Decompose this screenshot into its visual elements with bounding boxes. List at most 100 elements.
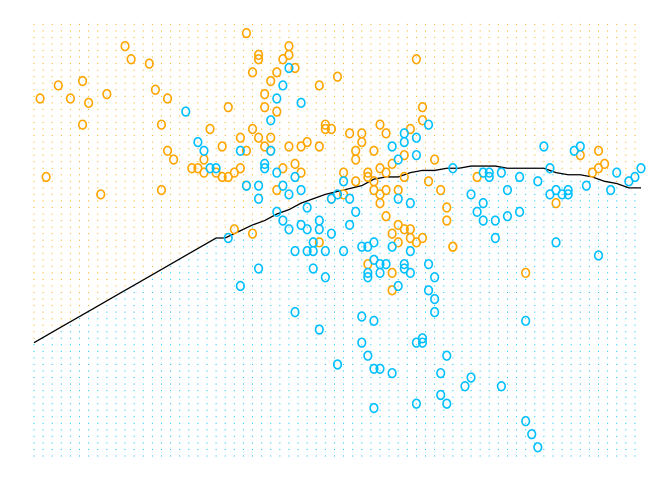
grid-dot (142, 128, 144, 130)
grid-dot (425, 363, 427, 365)
grid-dot (406, 435, 408, 437)
grid-dot (516, 226, 518, 228)
grid-dot (33, 56, 35, 58)
grid-dot (607, 337, 609, 339)
grid-dot (561, 213, 563, 215)
grid-dot (97, 30, 99, 32)
grid-dot (133, 128, 135, 130)
grid-dot (315, 337, 317, 339)
grid-dot (543, 337, 545, 339)
data-point-class-0 (326, 123, 337, 135)
grid-dot (588, 429, 590, 431)
grid-dot (534, 409, 536, 411)
grid-dot (33, 298, 35, 300)
data-point-class-0 (150, 84, 160, 95)
grid-dot (598, 167, 600, 169)
grid-dot (133, 161, 135, 163)
grid-dot (242, 298, 244, 300)
grid-dot (452, 187, 454, 189)
grid-dot (288, 23, 290, 25)
grid-dot (188, 187, 190, 189)
grid-dot (197, 390, 199, 392)
grid-dot (470, 95, 472, 97)
grid-dot (397, 95, 399, 97)
grid-dot (579, 252, 581, 254)
grid-dot (288, 370, 290, 372)
grid-dot (506, 239, 508, 241)
grid-dot (525, 213, 527, 215)
grid-dot (179, 331, 181, 333)
grid-dot (370, 292, 372, 293)
grid-dot (616, 233, 618, 235)
grid-dot (343, 76, 345, 78)
grid-dot (252, 115, 254, 117)
grid-dot (142, 56, 144, 58)
grid-dot (151, 455, 153, 457)
grid-dot (352, 43, 354, 45)
grid-dot (406, 102, 408, 104)
grid-dot (297, 89, 299, 91)
grid-dot (506, 154, 508, 156)
grid-dot (79, 390, 81, 392)
grid-dot (361, 30, 363, 32)
grid-dot (88, 43, 90, 45)
grid-dot (288, 135, 290, 137)
grid-dot (343, 180, 345, 182)
grid-dot (479, 89, 481, 91)
grid-dot (151, 206, 153, 208)
grid-dot (616, 331, 618, 333)
grid-dot (406, 233, 408, 235)
grid-dot (142, 311, 144, 313)
data-point-class-1 (436, 367, 446, 379)
grid-dot (288, 36, 290, 38)
grid-dot (115, 135, 117, 137)
grid-dot (179, 252, 181, 254)
grid-dot (88, 187, 90, 189)
grid-dot (106, 403, 108, 405)
grid-dot (488, 220, 490, 222)
grid-dot (570, 180, 572, 182)
grid-dot (552, 324, 554, 326)
grid-dot (452, 350, 454, 352)
grid-dot (224, 298, 226, 300)
grid-dot (352, 292, 354, 293)
grid-dot (51, 115, 53, 117)
grid-dot (215, 416, 217, 418)
grid-dot (297, 285, 299, 287)
grid-dot (252, 278, 254, 280)
grid-dot (607, 272, 609, 274)
grid-dot (425, 200, 427, 202)
grid-dot (506, 350, 508, 352)
grid-dot (625, 128, 627, 130)
grid-dot (497, 318, 499, 320)
grid-dot (379, 220, 381, 222)
grid-dot (543, 272, 545, 274)
grid-dot (179, 115, 181, 117)
grid-dot (261, 50, 263, 52)
grid-dot (252, 187, 254, 189)
grid-dot (197, 220, 199, 222)
grid-dot (607, 448, 609, 450)
grid-dot (333, 95, 335, 97)
grid-dot (33, 292, 35, 293)
grid-dot (561, 141, 563, 143)
grid-dot (133, 357, 135, 359)
grid-dot (106, 36, 108, 38)
grid-dot (160, 442, 162, 444)
grid-dot (333, 390, 335, 392)
grid-dot (197, 56, 199, 58)
data-point-class-0 (314, 141, 324, 152)
grid-dot (288, 422, 290, 424)
grid-dot (579, 416, 581, 418)
grid-dot (361, 200, 363, 202)
grid-dot (634, 298, 636, 300)
grid-dot (252, 435, 254, 437)
grid-dot (607, 422, 609, 424)
grid-dot (434, 409, 436, 411)
grid-dot (406, 331, 408, 333)
grid-dot (315, 102, 317, 104)
grid-dot (552, 344, 554, 346)
grid-dot (552, 128, 554, 130)
grid-dot (106, 69, 108, 71)
data-point-class-0 (405, 224, 415, 235)
